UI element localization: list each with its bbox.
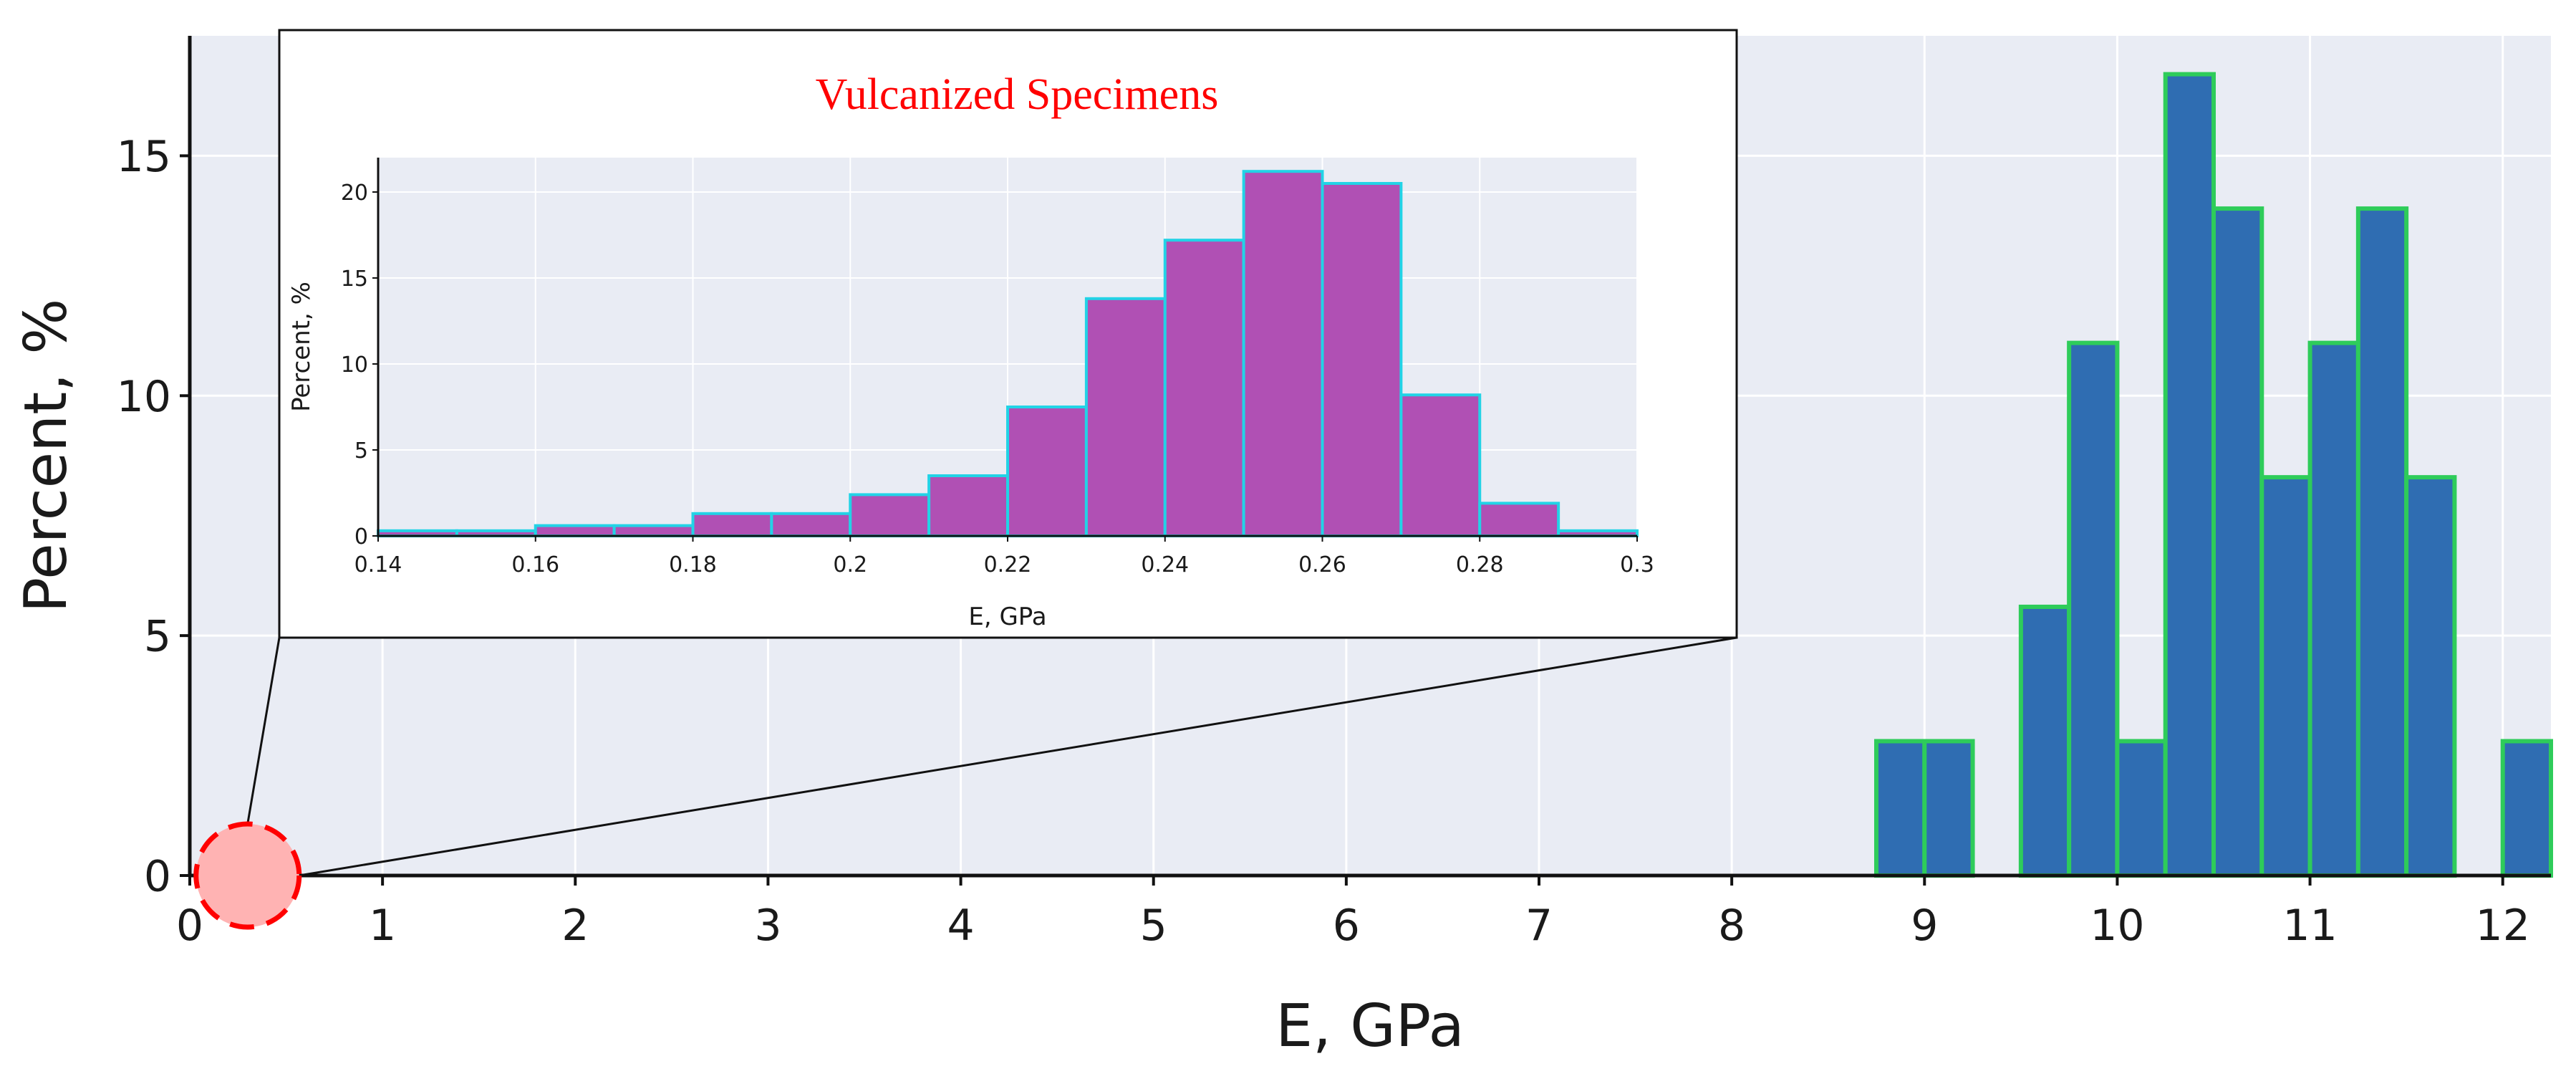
- inset-x-tick-label: 0.3: [1620, 552, 1654, 577]
- inset-bar: [1399, 393, 1482, 538]
- main-x-tick-label: 4: [947, 901, 974, 951]
- inset-x-tick-label: 0.22: [984, 552, 1032, 577]
- main-x-axis-title: E, GPa: [1275, 992, 1465, 1060]
- main-y-tick-label: 5: [144, 612, 171, 662]
- main-x-tick-labels: 0 1 2 3 4 5 6 7 8 9 10 11 12: [176, 876, 2530, 951]
- inset-y-tick-label: 20: [341, 181, 368, 206]
- inset-bar: [1478, 502, 1560, 538]
- inset-y-tick-label: 0: [354, 524, 368, 550]
- main-x-tick-label: 5: [1140, 901, 1167, 951]
- inset-bar: [1242, 170, 1324, 537]
- main-bar: [2115, 739, 2168, 878]
- connector-line-left: [246, 637, 281, 825]
- main-y-tick-label: 15: [117, 132, 171, 182]
- inset-bar: [1084, 297, 1167, 537]
- inset-y-tick-label: 10: [341, 353, 368, 378]
- main-x-tick-label: 1: [369, 901, 396, 951]
- inset-bar: [770, 512, 852, 537]
- main-x-tick-label: 0: [176, 901, 203, 951]
- main-bar: [2163, 72, 2216, 878]
- inset-bar: [1163, 239, 1245, 537]
- main-y-tick-labels: 0 5 10 15: [117, 132, 190, 902]
- main-bar: [2067, 340, 2120, 878]
- main-bar: [2307, 340, 2360, 878]
- main-y-tick-label: 0: [144, 852, 171, 902]
- inset-y-axis-title: Percent, %: [287, 282, 316, 412]
- main-x-tick-label: 8: [1718, 901, 1745, 951]
- inset-bar: [691, 512, 773, 537]
- inset-bar: [612, 524, 695, 537]
- main-bar: [2018, 604, 2072, 878]
- main-axes: [188, 36, 2551, 878]
- inset-y-tick-label: 5: [354, 438, 368, 464]
- inset-x-axis-title: E, GPa: [968, 603, 1046, 631]
- inset-bar: [534, 524, 616, 537]
- main-x-tick-label: 10: [2090, 901, 2144, 951]
- inset-x-tick-label: 0.16: [511, 552, 559, 577]
- inset-x-tick-label: 0.28: [1456, 552, 1504, 577]
- main-x-tick-label: 2: [561, 901, 589, 951]
- main-histogram-bars: [1874, 72, 2554, 878]
- inset-x-tick-label: 0.26: [1298, 552, 1346, 577]
- main-bar: [2211, 206, 2264, 878]
- inset-title: Vulcanized Specimens: [816, 70, 1219, 119]
- inset-histogram-bars: [377, 170, 1639, 538]
- main-bar: [1922, 739, 1975, 878]
- inset-x-tick-label: 0.18: [669, 552, 717, 577]
- main-x-tick-label: 9: [1911, 901, 1938, 951]
- inset-bar: [1321, 182, 1403, 537]
- inset-bar: [1006, 406, 1088, 537]
- main-x-tick-label: 6: [1333, 901, 1360, 951]
- inset-x-tick-label: 0.14: [354, 552, 402, 577]
- inset-bar: [927, 474, 1009, 537]
- connector-line-right: [299, 636, 1737, 877]
- zoom-connector-lines: [246, 636, 1737, 877]
- main-x-tick-label: 12: [2476, 901, 2530, 951]
- main-bar: [2500, 739, 2554, 878]
- main-y-tick-label: 10: [117, 372, 171, 422]
- main-bar: [2404, 475, 2457, 878]
- main-bar: [1874, 739, 1927, 878]
- main-y-axis-title: Percent, %: [12, 299, 80, 613]
- main-bar: [2355, 206, 2409, 878]
- main-x-tick-label: 11: [2282, 901, 2337, 951]
- main-bar: [2259, 475, 2312, 878]
- inset-y-tick-label: 15: [341, 267, 368, 292]
- inset-bar: [849, 493, 931, 538]
- zoom-highlight-circle: [193, 821, 302, 930]
- inset-x-tick-label: 0.24: [1141, 552, 1189, 577]
- inset-x-tick-labels: 0.14 0.16 0.18 0.2 0.22 0.24 0.26 0.28 0.3: [354, 536, 1654, 577]
- main-x-tick-label: 7: [1525, 901, 1553, 951]
- main-x-tick-label: 3: [754, 901, 781, 951]
- inset-x-tick-label: 0.2: [833, 552, 867, 577]
- inset-y-tick-labels: 0 5 10 15 20: [341, 181, 378, 550]
